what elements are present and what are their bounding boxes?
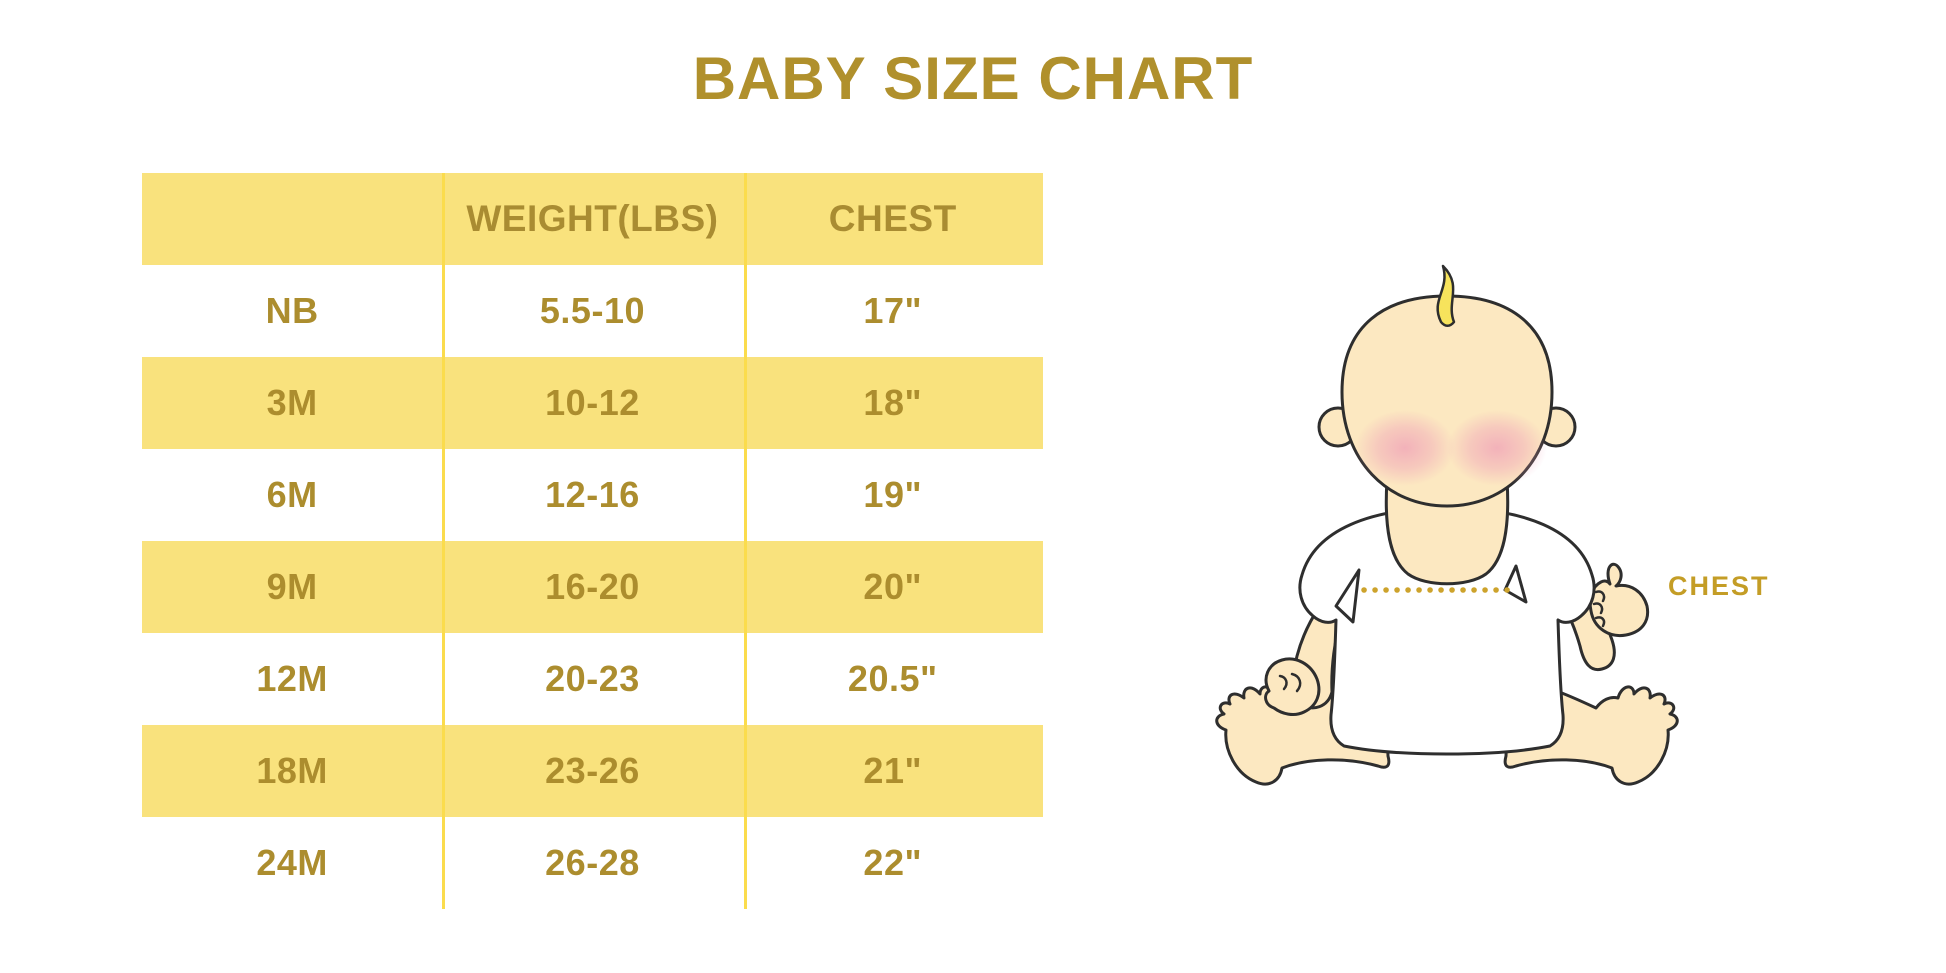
chest-label: CHEST <box>1668 571 1770 601</box>
cell-size: 9M <box>266 566 318 607</box>
size-table: WEIGHT(LBS) CHEST NB 5.5-10 17" 3M 10-12… <box>142 173 1043 909</box>
baby-right-cheek <box>1447 410 1547 486</box>
baby-left-hand <box>1264 657 1321 717</box>
cell-size: 18M <box>256 750 328 791</box>
right-sleeve-notch <box>1503 564 1528 604</box>
table-row: 9M 16-20 20" <box>142 541 1043 633</box>
table-row: 18M 23-26 21" <box>142 725 1043 817</box>
cell-chest: 18" <box>863 382 923 423</box>
table-row: 3M 10-12 18" <box>142 357 1043 449</box>
cell-chest: 20.5" <box>847 658 938 699</box>
header-cell-weight: WEIGHT(LBS) <box>466 198 719 239</box>
left-hand-finger-lines <box>1278 672 1302 693</box>
baby-hair-tuft <box>1436 264 1456 327</box>
cell-size: 12M <box>256 658 328 699</box>
baby-shirt-body <box>1298 506 1596 756</box>
cell-size: 24M <box>256 842 328 883</box>
table-header-row: WEIGHT(LBS) CHEST <box>142 173 1043 265</box>
baby-svg <box>1215 264 1679 786</box>
left-sleeve-notch <box>1334 568 1361 624</box>
cell-weight: 26-28 <box>545 842 640 883</box>
table-row: NB 5.5-10 17" <box>142 265 1043 357</box>
baby-left-cheek <box>1355 410 1455 486</box>
cell-chest: 21" <box>863 750 923 791</box>
baby-illustration <box>1180 230 1800 810</box>
column-separator <box>744 173 747 909</box>
cell-chest: 20" <box>863 566 923 607</box>
cell-chest: 17" <box>863 290 923 331</box>
cell-chest: 22" <box>863 842 923 883</box>
column-separator <box>442 173 445 909</box>
table-row: 6M 12-16 19" <box>142 449 1043 541</box>
baby-right-fist <box>1588 562 1650 638</box>
cell-chest: 19" <box>863 474 923 515</box>
cell-size: NB <box>265 290 319 331</box>
header-cell-chest: CHEST <box>828 198 957 239</box>
cell-size: 6M <box>266 474 318 515</box>
cell-weight: 12-16 <box>545 474 640 515</box>
table-row: 12M 20-23 20.5" <box>142 633 1043 725</box>
cell-weight: 5.5-10 <box>539 290 645 331</box>
cell-weight: 23-26 <box>545 750 640 791</box>
cell-size: 3M <box>266 382 318 423</box>
table-row: 24M 26-28 22" <box>142 817 1043 909</box>
baby-neck-skin <box>1384 478 1510 586</box>
cell-weight: 20-23 <box>545 658 640 699</box>
right-fist-finger-lines <box>1592 590 1606 628</box>
cell-weight: 16-20 <box>545 566 640 607</box>
cell-weight: 10-12 <box>545 382 640 423</box>
header-cell-size <box>142 173 442 265</box>
page-title: BABY SIZE CHART <box>692 45 1254 112</box>
